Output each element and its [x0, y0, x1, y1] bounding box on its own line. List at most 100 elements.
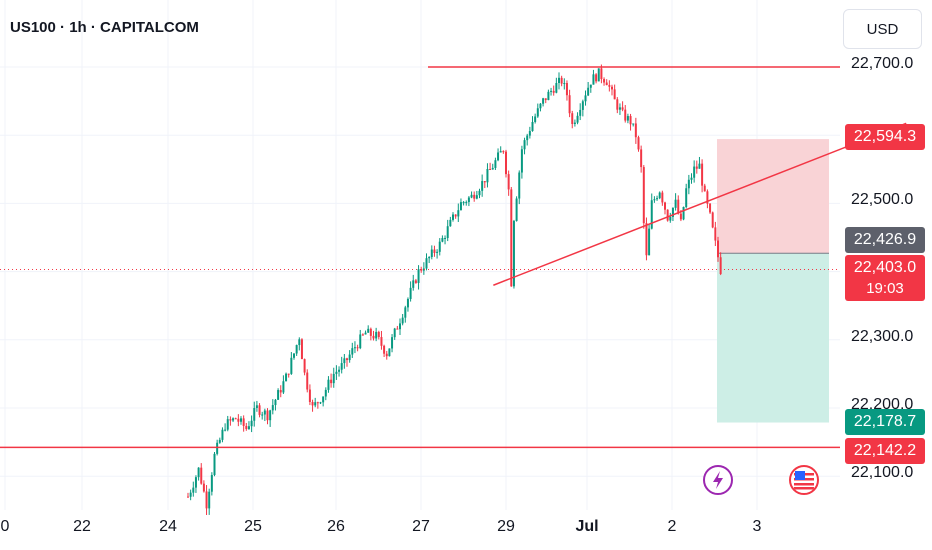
candle-body [679, 213, 682, 220]
candle-body [242, 418, 245, 426]
candle-body [277, 390, 280, 400]
candle-body [422, 268, 425, 271]
candle-body [579, 109, 582, 116]
candle-body [232, 418, 235, 421]
candle-body [714, 227, 717, 241]
candle-body [409, 287, 412, 299]
candle-body [351, 348, 354, 355]
candle-body [353, 347, 356, 349]
candle-body [372, 335, 375, 339]
candle-body [632, 123, 635, 125]
candle-body [335, 371, 338, 374]
candle-body [340, 363, 343, 370]
candle-body [375, 331, 378, 339]
candle-body [515, 198, 518, 221]
candle-body [361, 334, 364, 336]
candle-body [295, 345, 298, 354]
candle-body [695, 166, 698, 169]
candle-body [560, 77, 563, 84]
candle-body [324, 389, 327, 397]
candle-body [693, 166, 696, 178]
candle-body [322, 396, 325, 403]
candle-body [571, 113, 574, 124]
candle-body [550, 90, 553, 92]
candle-body [698, 163, 701, 169]
us-flag-icon[interactable] [789, 465, 819, 495]
candle-body [650, 200, 653, 229]
time-tick: 3 [752, 518, 762, 535]
candle-body [401, 317, 404, 324]
candle-body [592, 74, 595, 85]
candle-body [536, 108, 539, 117]
candle-body [669, 216, 672, 221]
candle-body [603, 79, 606, 83]
candle-body [430, 249, 433, 258]
candle-body [263, 410, 266, 415]
candle-body [327, 379, 330, 390]
currency-button[interactable]: USD [843, 9, 922, 49]
lightning-icon[interactable] [703, 465, 733, 495]
price-tick: 22,200.0 [851, 396, 914, 413]
candle-body [671, 207, 674, 217]
candle-body [640, 149, 643, 168]
candle-body [377, 331, 380, 338]
candle-body [531, 121, 534, 132]
candle-body [621, 107, 624, 110]
candle-body [645, 223, 648, 256]
candle-body [303, 359, 306, 373]
candle-body [229, 419, 232, 421]
candle-body [282, 381, 285, 393]
time-tick: 25 [244, 518, 262, 535]
candle-body [311, 401, 314, 406]
candle-body [255, 405, 258, 409]
candle-body [369, 328, 372, 336]
candle-body [494, 160, 497, 168]
symbol-title: US100 · 1h · CAPITALCOM [10, 19, 199, 36]
trend-line [493, 122, 907, 286]
candle-body [666, 209, 669, 221]
candle-body [584, 95, 587, 102]
candle-body [446, 226, 449, 239]
candle-body [428, 257, 431, 259]
candle-body [210, 475, 213, 492]
candle-body [332, 373, 335, 384]
candle-body [717, 240, 719, 258]
candle-body [202, 483, 205, 492]
time-tick: 27 [412, 518, 430, 535]
candle-body [711, 212, 714, 228]
candle-body [438, 241, 441, 252]
candle-body [436, 251, 439, 253]
candle-body [454, 214, 457, 217]
candle-body [608, 85, 611, 87]
candle-body [648, 228, 651, 256]
candle-body [653, 199, 656, 201]
candle-body [414, 280, 417, 283]
candle-body [346, 358, 348, 361]
candle-body [306, 372, 309, 390]
candle-body [587, 87, 590, 96]
candle-body [417, 269, 420, 283]
time-tick: 24 [159, 518, 177, 535]
time-tick: 29 [497, 518, 515, 535]
candle-body [425, 258, 428, 269]
candle-body [314, 402, 317, 406]
candle-body [685, 188, 688, 207]
candle-body [343, 358, 346, 364]
candle-body [597, 68, 600, 82]
candle-body [462, 202, 465, 204]
candle-body [634, 123, 637, 138]
candle-body [470, 194, 473, 198]
candle-body [205, 491, 208, 509]
candle-body [486, 169, 489, 183]
candle-body [216, 442, 219, 454]
candle-body [563, 83, 566, 85]
candle-body [624, 109, 627, 121]
candle-body [544, 98, 547, 101]
candle-body [192, 487, 195, 493]
candle-body [258, 405, 261, 415]
candle-body [388, 348, 391, 357]
candle-body [412, 280, 415, 288]
candle-body [473, 194, 476, 199]
candle-body [481, 181, 484, 191]
